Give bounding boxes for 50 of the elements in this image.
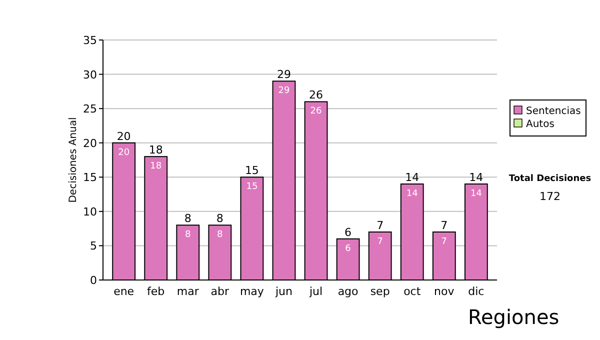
text: Total Decisiones xyxy=(508,174,592,184)
x-tick-label: abr xyxy=(210,285,230,298)
total-label: 7 xyxy=(376,219,384,232)
y-tick-label: 30 xyxy=(83,68,97,82)
y-tick-label: 15 xyxy=(83,171,97,184)
x-tick-label: jul xyxy=(308,285,323,298)
data-label: 29 xyxy=(278,86,290,96)
y-tick-label: 35 xyxy=(83,34,97,47)
x-tick-label: may xyxy=(240,285,264,298)
x-tick-label: mar xyxy=(176,285,200,298)
data-label: 26 xyxy=(310,106,322,117)
total-label: 18 xyxy=(148,144,163,157)
x-tick-label: sep xyxy=(370,285,390,298)
text: 172 xyxy=(540,190,560,203)
y-axis-title: Decisiones Anual xyxy=(68,117,79,203)
data-label: 8 xyxy=(185,230,192,240)
text: Regiones xyxy=(468,305,560,329)
x-tick-label: dic xyxy=(468,285,484,298)
total-label: 15 xyxy=(244,164,259,178)
total-label: 8 xyxy=(216,212,224,226)
data-label: 20 xyxy=(118,148,130,158)
data-label: 15 xyxy=(246,182,258,192)
total-label: 6 xyxy=(344,226,352,239)
total-label: 8 xyxy=(184,212,192,226)
data-label: 14 xyxy=(406,189,418,199)
x-tick-label: ago xyxy=(338,285,359,298)
legend-label: Sentencias xyxy=(526,106,581,117)
y-tick-label: 5 xyxy=(90,240,97,253)
y-tick-label: 25 xyxy=(83,102,97,116)
y-tick-label: 0 xyxy=(90,274,97,287)
data-label: 18 xyxy=(150,162,162,172)
data-label: 8 xyxy=(217,230,224,240)
data-label: 6 xyxy=(345,244,352,254)
x-tick-label: nov xyxy=(434,285,455,298)
total-label: 26 xyxy=(309,88,324,102)
legend-label: Autos xyxy=(526,119,554,130)
total-label: 7 xyxy=(440,219,448,232)
x-tick-label: feb xyxy=(147,285,165,298)
data-label: 7 xyxy=(441,237,448,247)
data-label: 7 xyxy=(377,237,383,247)
x-tick-label: ene xyxy=(114,285,134,298)
x-tick-label: oct xyxy=(404,285,422,298)
total-label: 20 xyxy=(116,130,131,143)
y-tick-label: 20 xyxy=(83,136,97,150)
x-tick-label: jun xyxy=(274,285,293,298)
y-tick-label: 10 xyxy=(83,205,97,218)
total-label: 14 xyxy=(469,171,484,184)
data-label: 14 xyxy=(470,189,482,199)
total-label: 14 xyxy=(405,171,420,184)
total-label: 29 xyxy=(276,68,291,82)
